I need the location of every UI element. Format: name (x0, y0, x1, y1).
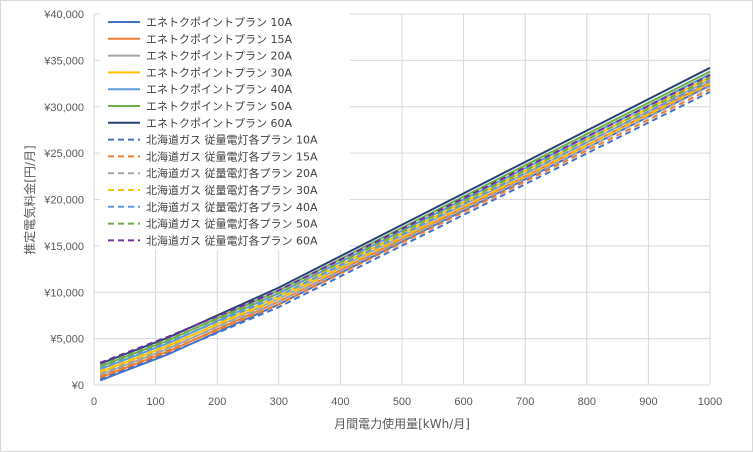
legend-label: エネトクポイントプラン 10A (146, 16, 292, 29)
x-tick-label: 800 (578, 396, 596, 408)
legend-label: エネトクポイントプラン 40A (146, 83, 292, 96)
x-tick-label: 500 (393, 396, 411, 408)
y-tick-label: ¥5,000 (49, 334, 84, 346)
y-tick-label: ¥10,000 (43, 287, 84, 299)
legend-label: エネトクポイントプラン 30A (146, 66, 292, 79)
series-line (99, 77, 711, 367)
x-tick-label: 900 (639, 396, 657, 408)
x-tick-label: 400 (331, 396, 349, 408)
legend-background (100, 12, 350, 250)
x-tick-label: 200 (208, 396, 226, 408)
y-tick-label: ¥15,000 (43, 241, 84, 253)
legend-label: 北海道ガス 従量電灯各プラン 10A (146, 133, 318, 147)
x-tick-label: 300 (270, 396, 288, 408)
y-tick-label: ¥20,000 (43, 195, 84, 207)
legend-label: 北海道ガス 従量電灯各プラン 40A (146, 200, 318, 214)
legend-label: 北海道ガス 従量電灯各プラン 15A (146, 149, 318, 163)
y-tick-label: ¥40,000 (43, 9, 84, 21)
series-line (99, 82, 711, 373)
x-tick-label: 600 (454, 396, 472, 408)
series-lines (99, 66, 711, 382)
y-tick-label: ¥0 (71, 380, 84, 392)
legend-label: 北海道ガス 従量電灯各プラン 30A (146, 183, 318, 197)
x-tick-label: 700 (516, 396, 534, 408)
y-tick-label: ¥30,000 (43, 102, 84, 114)
series-line (99, 79, 711, 370)
legend-label: エネトクポイントプラン 50A (146, 100, 292, 113)
legend-label: 北海道ガス 従量電灯各プラン 60A (146, 233, 318, 247)
x-tick-label: 100 (146, 396, 164, 408)
y-tick-label: ¥35,000 (43, 55, 84, 67)
series-line (99, 85, 711, 375)
x-tick-label: 1000 (698, 396, 722, 408)
x-tick-labels: 0 100 200 300 400 500 600 700 800 900 1000 (91, 396, 722, 408)
y-tick-label: ¥25,000 (43, 148, 84, 160)
legend-label: エネトクポイントプラン 20A (146, 50, 292, 63)
legend: エネトクポイントプラン 10A エネトクポイントプラン 15A エネトクポイントプラ… (108, 16, 318, 247)
series-line (99, 88, 711, 378)
y-axis-title: 推定電気料金[円/月] (22, 145, 37, 254)
legend-label: 北海道ガス 従量電灯各プラン 50A (146, 217, 318, 231)
legend-label: エネトクポイントプラン 15A (146, 33, 292, 46)
legend-label: 北海道ガス 従量電灯各プラン 20A (146, 166, 318, 180)
series-line (99, 91, 711, 381)
legend-label: エネトクポイントプラン 60A (146, 117, 292, 130)
series-line (99, 74, 711, 364)
x-tick-label: 0 (91, 396, 97, 408)
y-tick-labels: ¥0 ¥5,000 ¥10,000 ¥15,000 ¥20,000 ¥25,000 ¥30,… (43, 9, 84, 392)
x-axis-title: 月間電力使用量[kWh/月] (334, 416, 470, 431)
